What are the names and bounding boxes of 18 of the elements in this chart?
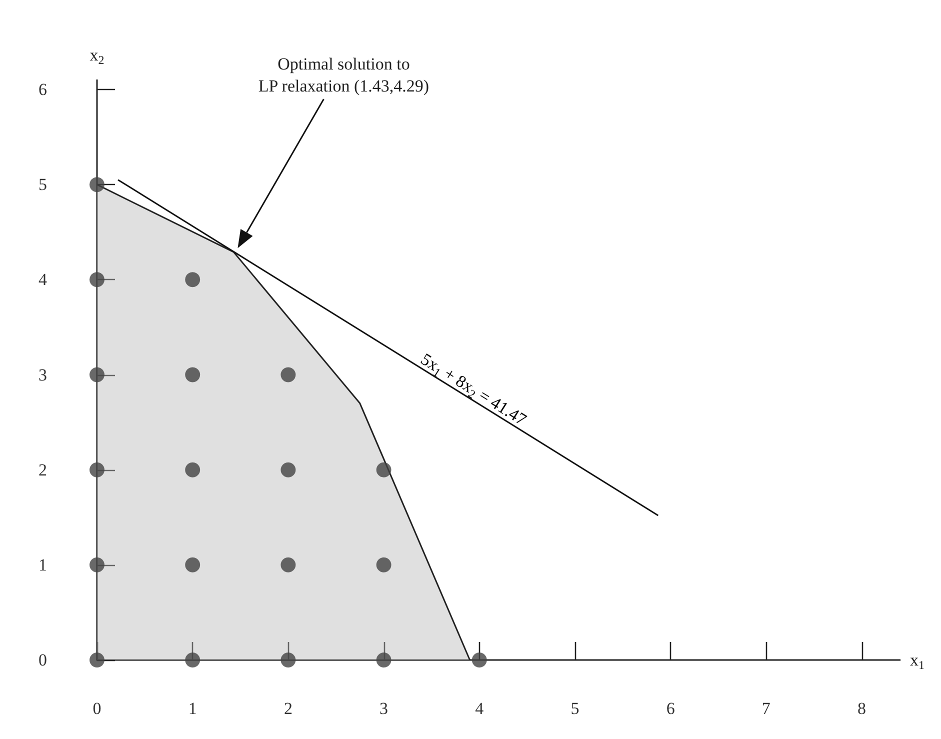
x-tick-label: 6 [666,699,675,718]
x-tick-label: 0 [92,699,102,718]
x-tick-label: 3 [380,699,388,718]
y-tick-label: 6 [38,80,47,100]
x-tick-label: 7 [762,699,771,718]
x-tick-label: 2 [284,699,292,718]
x-tick-label: 4 [475,699,484,718]
x-tick-label: 8 [858,699,866,718]
y-tick-label: 1 [38,555,47,574]
y-tick-label: 2 [38,460,47,480]
y-tick-label: 0 [38,650,47,670]
x-tick-label: 1 [188,699,197,718]
y-tick-label: 5 [38,175,47,194]
annotation: Optimal solution to LP relaxation (1.43,4.29) [258,54,430,96]
y-tick-label: 4 [38,270,48,290]
x-tick-label: 5 [570,699,580,718]
y-tick-label: 3 [38,365,47,384]
text: 5x1 + 8x2 = 41.47 [418,350,530,430]
